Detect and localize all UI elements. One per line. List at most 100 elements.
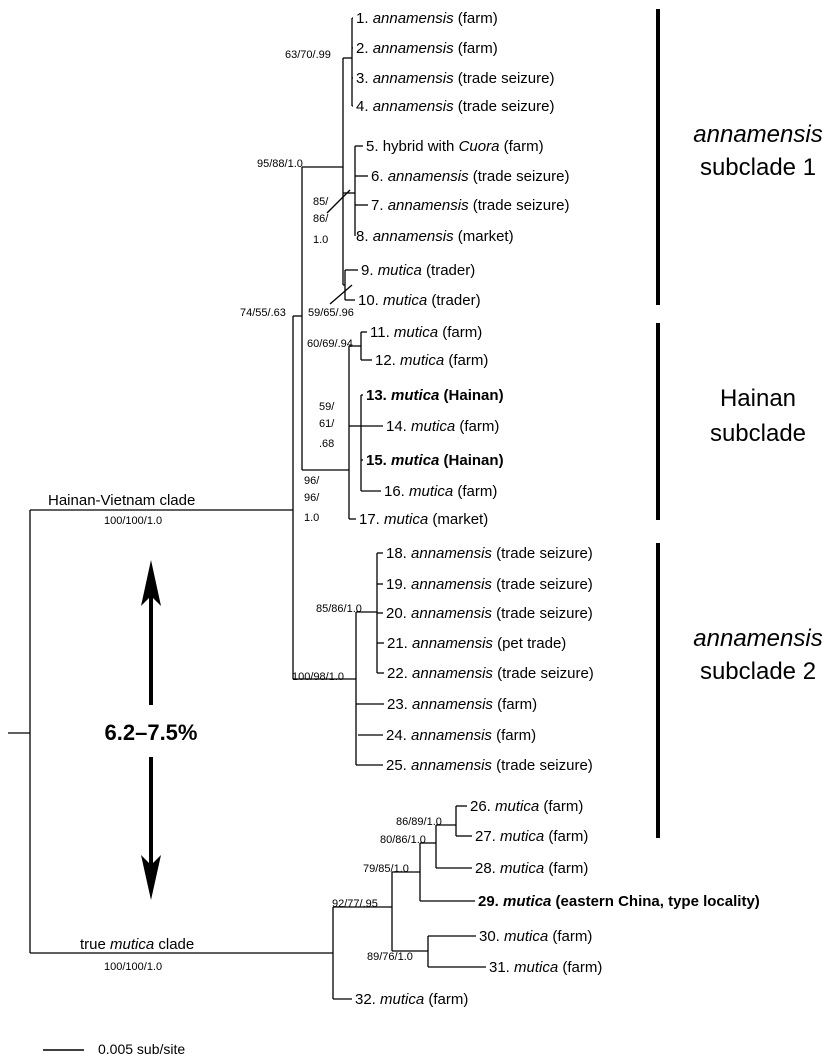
- tip-label-part: 3.: [356, 70, 373, 87]
- tip-label-part: (farm): [493, 696, 537, 713]
- tip-label-part: 27.: [475, 828, 500, 845]
- tip-label-part: (farm): [544, 828, 588, 845]
- tip-label-part: 32.: [355, 991, 380, 1008]
- tip-label-part: (pet trade): [493, 635, 566, 652]
- tip-label: 24. annamensis (farm): [386, 727, 536, 744]
- tip-label: 25. annamensis (trade seizure): [386, 757, 593, 774]
- tip-label-part: mutica: [409, 483, 453, 500]
- support-label: 86/: [313, 213, 329, 225]
- support-label: 74/55/.63: [240, 307, 286, 319]
- tip-label-part: (farm): [492, 727, 536, 744]
- tip-label-part: annamensis: [373, 70, 454, 87]
- tip-label-part: annamensis: [411, 727, 492, 744]
- tip-label-part: annamensis: [373, 98, 454, 115]
- tip-label-part: 16.: [384, 483, 409, 500]
- tip-label-part: annamensis: [373, 10, 454, 27]
- tip-label: 8. annamensis (market): [356, 228, 514, 245]
- support-label: 59/65/.96: [308, 307, 354, 319]
- tip-label-part: 26.: [470, 798, 495, 815]
- support-values: 63/70/.99 95/88/1.0 85/ 86/ 1.0 59/65/.9…: [104, 49, 442, 973]
- tip-label-part: 28.: [475, 860, 500, 877]
- tip-label-part: mutica: [495, 798, 539, 815]
- tip-label: 17. mutica (market): [359, 511, 488, 528]
- tip-label-part: 6.: [371, 168, 388, 185]
- clade-label-true-mutica: true mutica clade: [80, 936, 194, 953]
- support-label: 1.0: [313, 234, 328, 246]
- group-label: subclade: [710, 420, 806, 447]
- tip-label-part: annamensis: [411, 576, 492, 593]
- tip-label-part: (farm): [539, 798, 583, 815]
- support-label: 60/69/.94: [307, 338, 353, 350]
- tip-label-part: mutica: [378, 262, 422, 279]
- tip-label: 14. mutica (farm): [386, 418, 499, 435]
- support-label: 100/98/1.0: [292, 671, 344, 683]
- tip-label-part: (farm): [438, 324, 482, 341]
- tip-label-part: 10.: [358, 292, 383, 309]
- support-leader-line: [329, 284, 353, 305]
- tip-label-part: mutica: [391, 452, 439, 469]
- tip-label-part: 21.: [387, 635, 412, 652]
- tip-label: 12. mutica (farm): [375, 352, 488, 369]
- arrow-head-down-icon: [141, 855, 161, 900]
- tip-label: 20. annamensis (trade seizure): [386, 605, 593, 622]
- tip-label-part: 31.: [489, 959, 514, 976]
- support-label: 95/88/1.0: [257, 158, 303, 170]
- tip-label-part: (farm): [499, 138, 543, 155]
- tip-label: 21. annamensis (pet trade): [387, 635, 566, 652]
- tip-label-part: 13.: [366, 387, 391, 404]
- tip-label-part: 19.: [386, 576, 411, 593]
- tip-label-part: mutica: [500, 860, 544, 877]
- tip-label: 30. mutica (farm): [479, 928, 592, 945]
- tip-label-part: 18.: [386, 545, 411, 562]
- support-label: 1.0: [304, 512, 319, 524]
- tip-label-part: 23.: [387, 696, 412, 713]
- support-label: 79/85/1.0: [363, 863, 409, 875]
- tip-label-part: (farm): [558, 959, 602, 976]
- tip-label: 11. mutica (farm): [370, 324, 482, 341]
- distance-label: 6.2–7.5%: [105, 720, 198, 745]
- tip-label-part: annamensis: [411, 605, 492, 622]
- tip-label-part: 17.: [359, 511, 384, 528]
- tip-label-part: mutica: [380, 991, 424, 1008]
- tip-label-part: 7.: [371, 197, 388, 214]
- tip-label-part: mutica: [514, 959, 558, 976]
- tip-label: 7. annamensis (trade seizure): [371, 197, 569, 214]
- tip-label-part: annamensis: [373, 40, 454, 57]
- tip-label-part: (farm): [453, 483, 497, 500]
- tip-label-part: 25.: [386, 757, 411, 774]
- tip-label-part: 12.: [375, 352, 400, 369]
- tip-label: 2. annamensis (farm): [356, 40, 498, 57]
- clade-label-part: clade: [154, 936, 194, 953]
- group-label: annamensis: [693, 121, 822, 148]
- arrow-head-up-icon: [141, 560, 161, 606]
- tip-label: 15. mutica (Hainan): [366, 452, 504, 469]
- group-label: Hainan: [720, 385, 796, 412]
- tip-label: 6. annamensis (trade seizure): [371, 168, 569, 185]
- tip-label-part: annamensis: [373, 228, 454, 245]
- tip-label: 22. annamensis (trade seizure): [387, 665, 594, 682]
- tip-label: 3. annamensis (trade seizure): [356, 70, 554, 87]
- tip-label-part: (farm): [424, 991, 468, 1008]
- tip-label-part: 24.: [386, 727, 411, 744]
- tip-label-part: (farm): [548, 928, 592, 945]
- clade-label-species: mutica: [110, 936, 154, 953]
- tip-label-part: mutica: [503, 893, 551, 910]
- support-label: 63/70/.99: [285, 49, 331, 61]
- tip-label-part: mutica: [394, 324, 438, 341]
- tip-label-part: (farm): [454, 10, 498, 27]
- tip-label-part: annamensis: [412, 635, 493, 652]
- support-label: 92/77/.95: [332, 898, 378, 910]
- tip-labels: 1. annamensis (farm)2. annamensis (farm)…: [355, 10, 760, 1008]
- tip-label-part: mutica: [411, 418, 455, 435]
- tip-label-part: hybrid with: [383, 138, 459, 155]
- support-label: 100/100/1.0: [104, 961, 162, 973]
- tip-label: 26. mutica (farm): [470, 798, 583, 815]
- tip-label: 28. mutica (farm): [475, 860, 588, 877]
- tip-label-part: (farm): [444, 352, 488, 369]
- group-label: annamensis: [693, 625, 822, 652]
- tip-label-part: (market): [454, 228, 514, 245]
- support-label: 96/: [304, 475, 320, 487]
- tip-label-part: (trade seizure): [492, 576, 593, 593]
- tip-label-part: 9.: [361, 262, 378, 279]
